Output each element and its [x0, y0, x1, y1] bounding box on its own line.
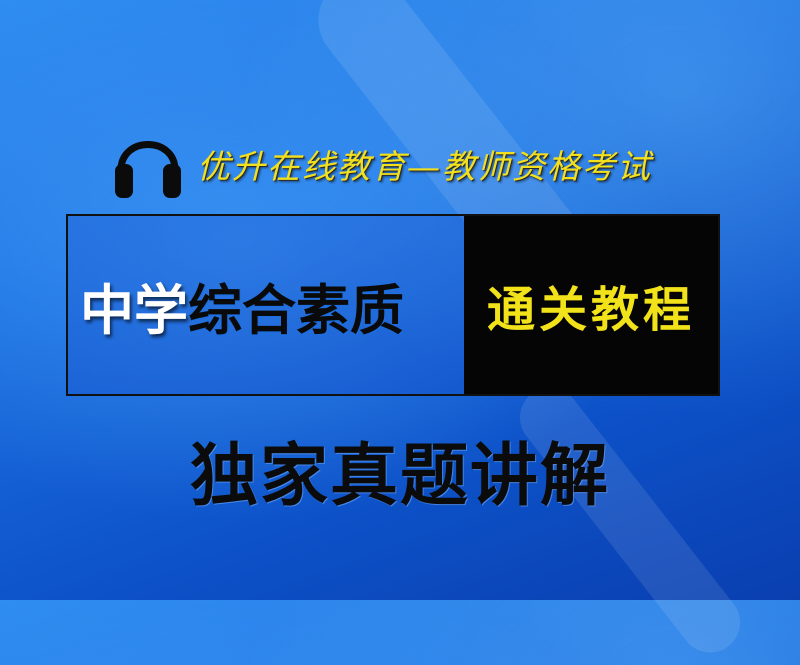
badge-text: 通关教程	[486, 282, 695, 338]
title-panel: 中学综合素质	[68, 216, 464, 394]
headphones-icon	[115, 141, 181, 198]
title-part-2: 综合素质	[188, 280, 404, 341]
title-part-1: 中学	[80, 280, 188, 341]
tagline: 独家真题讲解	[189, 437, 610, 516]
course-title: 中学综合素质	[80, 266, 404, 345]
background-streak	[507, 375, 753, 665]
title-banner: 中学综合素质 通关教程	[66, 214, 720, 396]
badge-panel: 通关教程	[464, 216, 718, 394]
subtitle: 优升在线教育—教师资格考试	[197, 147, 652, 186]
